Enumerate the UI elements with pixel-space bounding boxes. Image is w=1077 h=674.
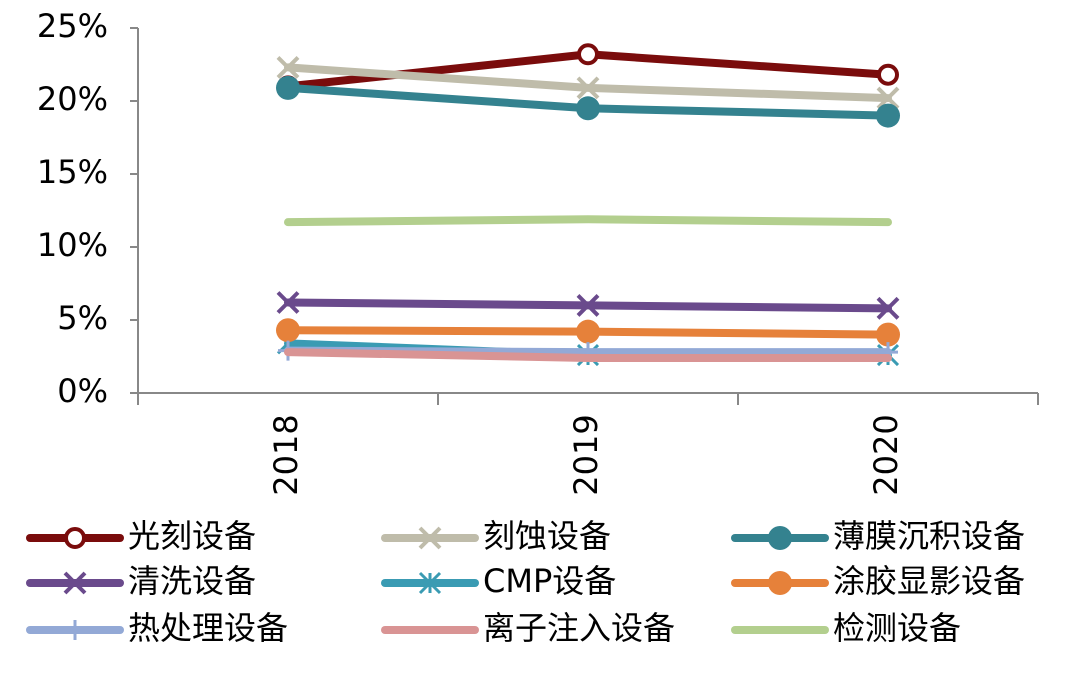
legend-marker: [768, 571, 792, 595]
x-tick-label: 2019: [567, 414, 605, 495]
legend-label: 光刻设备: [128, 517, 256, 555]
legend-marker: [418, 571, 442, 595]
x-tick-label: 2018: [267, 414, 305, 495]
data-point: [876, 296, 900, 320]
data-point: [276, 291, 300, 314]
legend-label: 检测设备: [833, 609, 961, 647]
data-point: [276, 318, 300, 343]
data-point: [877, 63, 899, 86]
y-tick-label: 20%: [37, 80, 108, 118]
data-point: [576, 76, 600, 100]
legend-label: 刻蚀设备: [483, 517, 611, 555]
data-point: [576, 293, 600, 317]
legend-marker: [768, 526, 792, 550]
legend-marker: [418, 526, 442, 550]
y-tick-label: 10%: [37, 226, 108, 264]
y-tick-label: 15%: [37, 153, 108, 191]
data-point: [876, 86, 900, 110]
legend-label: 清洗设备: [128, 562, 256, 600]
data-point: [276, 56, 300, 79]
y-tick-label: 5%: [57, 299, 108, 337]
legend-marker: [64, 527, 86, 549]
data-point: [577, 43, 599, 66]
series-line: [284, 215, 892, 227]
data-point: [576, 319, 600, 344]
legend-label: 热处理设备: [128, 609, 288, 647]
legend-label: 离子注入设备: [483, 609, 675, 647]
y-tick-label: 25%: [37, 7, 108, 45]
data-point: [876, 103, 900, 128]
series-line: [284, 348, 892, 362]
y-tick-label: 0%: [57, 372, 108, 410]
data-point: [276, 75, 300, 100]
legend-label: 涂胶显影设备: [833, 562, 1025, 600]
x-tick-label: 2020: [867, 414, 905, 495]
data-point: [876, 322, 900, 347]
legend-marker: [65, 620, 85, 640]
legend-marker: [63, 571, 87, 595]
legend-label: CMP设备: [483, 562, 616, 600]
data-point: [576, 96, 600, 121]
legend-label: 薄膜沉积设备: [833, 517, 1025, 555]
